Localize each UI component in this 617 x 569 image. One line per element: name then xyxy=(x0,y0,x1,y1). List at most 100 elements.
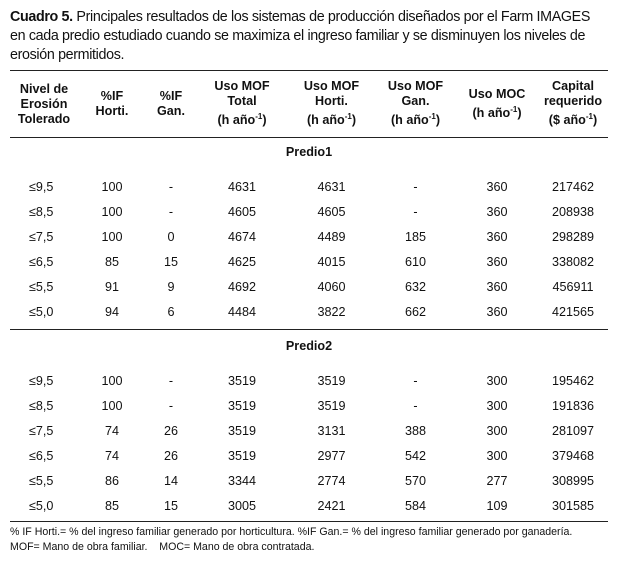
table-cell: ≤5,5 xyxy=(29,279,54,294)
table-cell: 9 xyxy=(167,279,175,294)
table-cell: 4015 xyxy=(317,254,346,269)
table-cell: 360 xyxy=(486,254,508,269)
caption-label: Cuadro 5. xyxy=(10,9,73,25)
column-header: Uso MOF Total (h año-1) xyxy=(214,79,270,128)
table-cell: 421565 xyxy=(551,304,595,319)
table-cell: 4489 xyxy=(317,229,346,244)
table-cell: 3519 xyxy=(227,423,257,438)
table-cell: 185 xyxy=(404,229,426,244)
table-row: ≤7,5 74 26 3519 3131 388 300 281097 xyxy=(10,418,608,443)
table-cell: 300 xyxy=(486,398,508,413)
column-header: Nivel de Erosión Tolerado xyxy=(17,81,71,126)
table-cell: ≤6,5 xyxy=(29,448,54,463)
table-cell: 100 xyxy=(101,398,123,413)
table-row: ≤9,5 100 - 3519 3519 - 300 195462 xyxy=(10,368,608,393)
table-cell: 26 xyxy=(163,448,178,463)
table-row: ≤7,5 100 0 4674 4489 185 360 298289 xyxy=(10,224,608,249)
table-cell: 300 xyxy=(486,423,508,438)
table-cell: 360 xyxy=(486,279,508,294)
table-cell: 456911 xyxy=(552,279,594,294)
table-cell: 308995 xyxy=(551,473,595,488)
table-cell: - xyxy=(168,373,174,388)
table-cell: ≤5,5 xyxy=(29,473,54,488)
table-cell: 3344 xyxy=(227,473,257,488)
table-body: Predio1 ≤9,5 100 - 4631 4631 - 360 217462 ≤8,5 100… xyxy=(10,137,608,518)
table-row: ≤5,5 86 14 3344 2774 570 277 308995 xyxy=(10,468,608,493)
table-cell: ≤9,5 xyxy=(29,373,54,388)
column-header: Uso MOF Gan. (h año-1) xyxy=(387,79,444,128)
table-row: ≤5,0 85 15 3005 2421 584 109 301585 xyxy=(10,493,608,518)
table-cell: 298289 xyxy=(551,229,595,244)
table-cell: 86 xyxy=(104,473,119,488)
table-cell: 360 xyxy=(486,204,508,219)
table-cell: 2774 xyxy=(317,473,346,488)
spacer-row xyxy=(10,361,608,368)
table-cell: 301585 xyxy=(551,498,595,513)
table-cell: 4674 xyxy=(227,229,257,244)
table-cell: - xyxy=(413,179,418,194)
table-cell: 388 xyxy=(404,423,426,438)
table-cell: 3822 xyxy=(317,304,346,319)
table-row: ≤9,5 100 - 4631 4631 - 360 217462 xyxy=(10,174,608,199)
top-rule xyxy=(10,70,608,71)
table-row: ≤6,5 85 15 4625 4015 610 360 338082 xyxy=(10,249,608,274)
table-cell: 3519 xyxy=(317,373,346,388)
table-cell: 74 xyxy=(104,423,119,438)
table-cell: ≤7,5 xyxy=(29,229,54,244)
table-cell: 14 xyxy=(163,473,178,488)
table-cell: 542 xyxy=(404,448,426,463)
table-cell: ≤7,5 xyxy=(29,423,54,438)
table-cell: 4605 xyxy=(317,204,346,219)
column-header: %IF Horti. xyxy=(95,89,129,118)
footnote-line-2: MOF= Mano de obra familiar. MOC= Mano de… xyxy=(10,540,315,553)
table-cell: 338082 xyxy=(551,254,595,269)
table-row: ≤8,5 100 - 4605 4605 - 360 208938 xyxy=(10,199,608,224)
table-cell: - xyxy=(168,179,174,194)
table-cell: 3519 xyxy=(227,373,257,388)
table-cell: 74 xyxy=(104,448,119,463)
table-cell: 100 xyxy=(101,373,123,388)
table-cell: 3005 xyxy=(227,498,257,513)
table-cell: 632 xyxy=(404,279,426,294)
table-cell: ≤8,5 xyxy=(29,398,54,413)
table-row: ≤5,0 94 6 4484 3822 662 360 421565 xyxy=(10,299,608,324)
footnote-line-1: % IF Horti.= % del ingreso familiar gene… xyxy=(10,526,573,538)
header-row: Nivel de Erosión Tolerado %IF Horti. %IF Gan. U… xyxy=(10,71,608,137)
table-cell: 3519 xyxy=(227,448,257,463)
table-cell: 300 xyxy=(486,373,508,388)
column-header: %IF Gan. xyxy=(157,89,185,118)
table-cell: 100 xyxy=(101,179,123,194)
table-cell: - xyxy=(413,204,418,219)
table-cell: 217462 xyxy=(551,179,595,194)
table-cell: 91 xyxy=(104,279,119,294)
table-cell: 3519 xyxy=(227,398,257,413)
table-caption: Cuadro 5. Principales resultados de los … xyxy=(10,8,608,65)
table-cell: 6 xyxy=(167,304,175,319)
table-cell: 300 xyxy=(486,448,508,463)
table-cell: ≤9,5 xyxy=(29,179,54,194)
section-row: Predio1 xyxy=(10,137,608,167)
section-row: Predio2 xyxy=(10,331,608,361)
table-cell: 15 xyxy=(163,498,178,513)
table-cell: 584 xyxy=(404,498,426,513)
table-cell: 662 xyxy=(404,304,426,319)
bottom-rule xyxy=(10,521,608,522)
table-cell: 2977 xyxy=(317,448,346,463)
table-cell: 100 xyxy=(101,204,123,219)
table-cell: 100 xyxy=(101,229,123,244)
spacer-row xyxy=(10,167,608,174)
table-row: ≤5,5 91 9 4692 4060 632 360 456911 xyxy=(10,274,608,299)
table-cell: ≤5,0 xyxy=(29,304,54,319)
table-cell: 4484 xyxy=(227,304,257,319)
column-header: Capital requerido ($ año-1) xyxy=(543,79,603,128)
table-row: ≤8,5 100 - 3519 3519 - 300 191836 xyxy=(10,393,608,418)
table-cell: 94 xyxy=(104,304,119,319)
table-cell: 4625 xyxy=(227,254,257,269)
caption-text: Principales resultados de los sistemas d… xyxy=(10,9,591,63)
table-cell: 4060 xyxy=(317,279,346,294)
section-title: Predio1 xyxy=(285,145,333,159)
table-cell: 610 xyxy=(404,254,426,269)
section-title: Predio2 xyxy=(285,339,333,353)
table-cell: - xyxy=(168,204,174,219)
table-cell: 191836 xyxy=(551,398,595,413)
